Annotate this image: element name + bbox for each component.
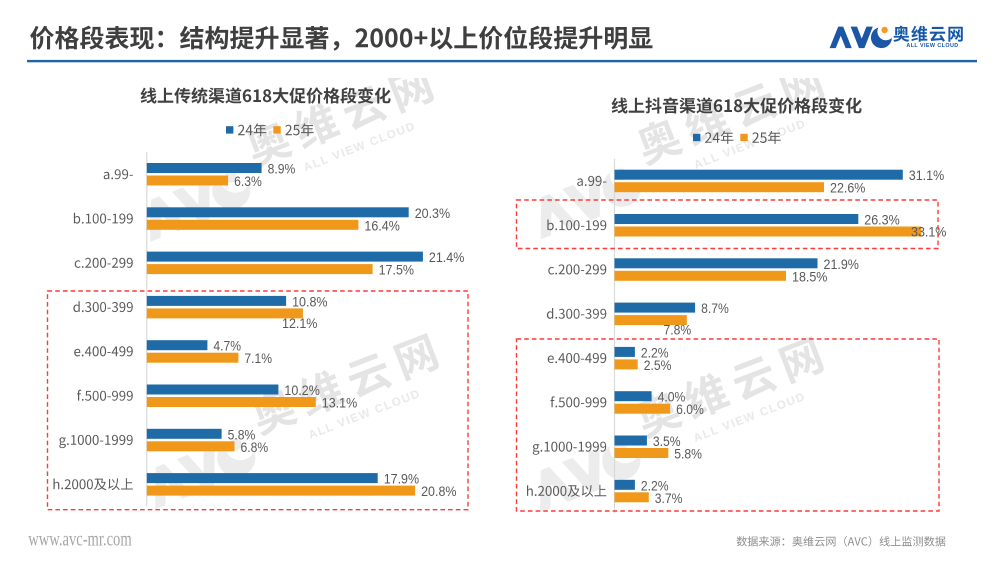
svg-text:5.8%: 5.8%: [674, 446, 702, 462]
svg-text:21.4%: 21.4%: [429, 249, 464, 265]
svg-text:4.7%: 4.7%: [213, 338, 241, 354]
svg-text:2.5%: 2.5%: [644, 357, 672, 373]
svg-text:7.8%: 7.8%: [664, 322, 692, 338]
svg-text:18.5%: 18.5%: [792, 268, 827, 284]
svg-text:3.5%: 3.5%: [653, 433, 681, 449]
svg-text:7.1%: 7.1%: [244, 350, 272, 366]
svg-text:4.0%: 4.0%: [658, 389, 686, 405]
svg-text:13.1%: 13.1%: [322, 395, 357, 411]
svg-text:21.9%: 21.9%: [824, 256, 859, 272]
svg-text:6.0%: 6.0%: [676, 401, 704, 417]
svg-text:3.7%: 3.7%: [655, 490, 683, 506]
svg-text:2.2%: 2.2%: [641, 344, 669, 360]
svg-text:17.5%: 17.5%: [379, 262, 414, 278]
svg-text:8.9%: 8.9%: [268, 161, 296, 177]
svg-text:www.avc-mr.com: www.avc-mr.com: [28, 530, 132, 551]
svg-text:20.3%: 20.3%: [415, 205, 450, 221]
svg-text:20.8%: 20.8%: [421, 483, 456, 499]
svg-text:12.1%: 12.1%: [282, 315, 317, 331]
svg-text:10.2%: 10.2%: [284, 382, 319, 398]
svg-text:22.6%: 22.6%: [830, 180, 865, 196]
svg-text:16.4%: 16.4%: [364, 217, 399, 233]
svg-text:2.2%: 2.2%: [641, 477, 669, 493]
svg-text:10.8%: 10.8%: [292, 293, 327, 309]
svg-text:26.3%: 26.3%: [864, 212, 899, 228]
svg-text:6.8%: 6.8%: [241, 439, 269, 455]
svg-text:8.7%: 8.7%: [701, 300, 729, 316]
svg-text:5.8%: 5.8%: [228, 426, 256, 442]
svg-text:31.1%: 31.1%: [909, 167, 944, 183]
svg-text:17.9%: 17.9%: [384, 471, 419, 487]
svg-text:33.1%: 33.1%: [911, 224, 946, 240]
svg-text:6.3%: 6.3%: [234, 173, 262, 189]
